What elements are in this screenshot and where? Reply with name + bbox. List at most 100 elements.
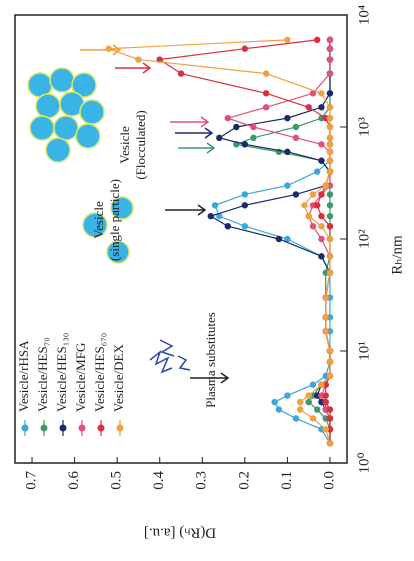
legend-marker bbox=[79, 425, 86, 432]
data-point bbox=[297, 406, 303, 412]
data-point bbox=[318, 236, 324, 242]
y-tick-label: 0.1 bbox=[279, 471, 295, 490]
annotation: Plasma substitutes bbox=[203, 312, 218, 408]
annotation: Vesicle bbox=[117, 126, 132, 164]
data-point bbox=[327, 90, 333, 96]
data-point bbox=[327, 253, 333, 259]
data-point bbox=[327, 348, 333, 354]
x-tick-label: 10¹ bbox=[356, 341, 372, 361]
y-tick-label: 0.2 bbox=[236, 471, 252, 490]
data-point bbox=[318, 104, 324, 110]
data-point bbox=[327, 46, 333, 52]
data-point bbox=[323, 328, 329, 334]
x-tick-label: 10³ bbox=[356, 117, 372, 137]
data-point bbox=[293, 124, 299, 130]
data-point bbox=[327, 202, 333, 208]
data-point bbox=[327, 168, 333, 174]
data-point bbox=[327, 213, 333, 219]
legend-marker bbox=[41, 425, 48, 432]
data-point bbox=[216, 135, 222, 141]
legend-label: Vesicle/rHSA bbox=[16, 340, 31, 412]
data-point bbox=[242, 191, 248, 197]
x-tick-label: 10⁰ bbox=[356, 452, 372, 473]
y-tick-label: 0.4 bbox=[151, 471, 167, 490]
data-point bbox=[323, 392, 329, 398]
data-point bbox=[327, 406, 333, 412]
data-point bbox=[323, 399, 329, 405]
y-tick-label: 0.5 bbox=[109, 471, 125, 490]
data-point bbox=[318, 90, 324, 96]
data-point bbox=[250, 124, 256, 130]
data-point bbox=[327, 56, 333, 62]
annotation: (single particle) bbox=[107, 179, 122, 261]
data-point bbox=[327, 115, 333, 121]
data-point bbox=[314, 406, 320, 412]
data-point bbox=[318, 191, 324, 197]
polymer-icon bbox=[150, 340, 190, 372]
data-point bbox=[327, 359, 333, 365]
data-point bbox=[305, 392, 311, 398]
legend-marker bbox=[117, 425, 124, 432]
series-line bbox=[160, 40, 330, 443]
data-point bbox=[135, 56, 141, 62]
legend-marker bbox=[98, 425, 105, 432]
legend-label: Vesicle/HES₇₀ bbox=[35, 337, 50, 412]
y-tick-label: 0.6 bbox=[66, 471, 82, 490]
legend-marker bbox=[60, 425, 67, 432]
annotation: (Flocculated) bbox=[133, 110, 148, 179]
data-point bbox=[225, 115, 231, 121]
legend-label: Vesicle/DEX bbox=[111, 344, 126, 412]
annotation: Vesicle bbox=[91, 201, 106, 239]
data-point bbox=[208, 213, 214, 219]
data-point bbox=[263, 90, 269, 96]
data-point bbox=[327, 191, 333, 197]
data-point bbox=[242, 46, 248, 52]
data-point bbox=[327, 373, 333, 379]
data-point bbox=[276, 236, 282, 242]
data-point bbox=[314, 202, 320, 208]
data-point bbox=[314, 168, 320, 174]
data-point bbox=[293, 415, 299, 421]
x-tick-label: 10⁴ bbox=[356, 5, 372, 25]
data-point bbox=[318, 158, 324, 164]
data-point bbox=[284, 392, 290, 398]
data-point bbox=[242, 223, 248, 229]
data-point bbox=[242, 141, 248, 147]
data-point bbox=[297, 399, 303, 405]
data-point bbox=[327, 415, 333, 421]
data-point bbox=[323, 426, 329, 432]
data-point bbox=[233, 124, 239, 130]
data-point bbox=[271, 399, 277, 405]
data-point bbox=[323, 314, 329, 320]
data-point bbox=[293, 135, 299, 141]
data-point bbox=[327, 124, 333, 130]
data-point bbox=[310, 382, 316, 388]
data-point bbox=[178, 70, 184, 76]
data-point bbox=[323, 182, 329, 188]
data-point bbox=[327, 236, 333, 242]
data-point bbox=[263, 70, 269, 76]
data-point bbox=[301, 202, 307, 208]
y-tick-label: 0.0 bbox=[321, 471, 337, 490]
data-point bbox=[327, 440, 333, 446]
data-point bbox=[305, 213, 311, 219]
data-point bbox=[284, 37, 290, 43]
data-point bbox=[327, 158, 333, 164]
data-point bbox=[318, 213, 324, 219]
data-point bbox=[327, 141, 333, 147]
legend-label: Vesicle/HES₆₇₀ bbox=[92, 333, 107, 412]
data-point bbox=[318, 382, 324, 388]
data-point bbox=[105, 46, 111, 52]
data-point bbox=[225, 223, 231, 229]
data-point bbox=[293, 191, 299, 197]
data-point bbox=[327, 270, 333, 276]
legend-label: Vesicle/HES₁₃₀ bbox=[54, 333, 69, 412]
flocculated-icon bbox=[28, 68, 104, 162]
data-point bbox=[318, 253, 324, 259]
y-tick-label: 0.7 bbox=[23, 471, 39, 490]
y-tick-label: 0.3 bbox=[194, 471, 210, 490]
data-point bbox=[305, 104, 311, 110]
legend-label: Vesicle/MFG bbox=[73, 343, 88, 412]
data-point bbox=[327, 135, 333, 141]
y-axis-title: D(Rₕ) [a.u.] bbox=[144, 525, 216, 541]
